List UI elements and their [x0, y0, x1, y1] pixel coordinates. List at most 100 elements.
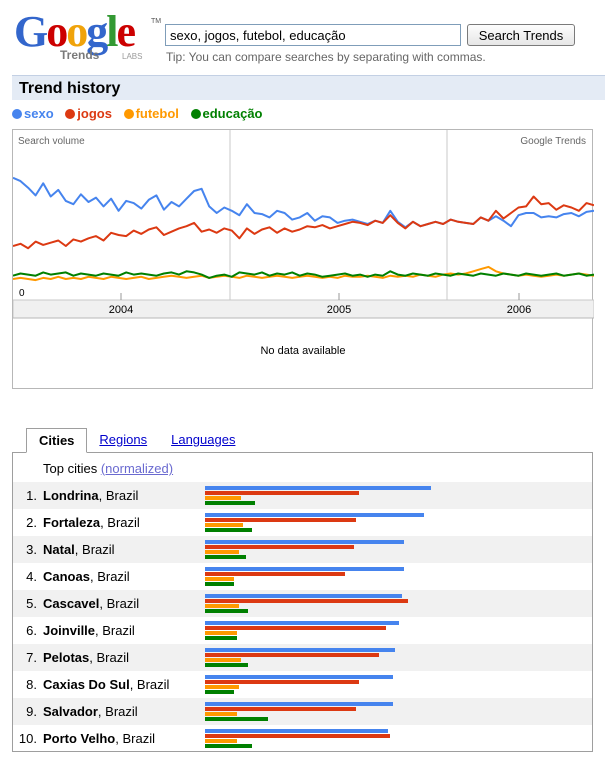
search-input[interactable] — [165, 24, 461, 46]
top-cities-label: Top cities — [43, 461, 98, 476]
city-row: 8. Caxias Do Sul, Brazil — [13, 671, 592, 698]
city-bar-futebol — [205, 604, 239, 608]
city-name[interactable]: Porto Velho, Brazil — [43, 731, 155, 746]
city-rank: 8. — [26, 677, 37, 692]
city-rank: 1. — [26, 488, 37, 503]
city-bar-jogos — [205, 734, 390, 738]
city-bars — [205, 702, 575, 723]
city-bars — [205, 540, 575, 561]
city-name[interactable]: Canoas, Brazil — [43, 569, 130, 584]
city-row: 1. Londrina, Brazil — [13, 482, 592, 509]
city-bar-sexo — [205, 648, 395, 652]
trend-history-header: Trend history — [12, 75, 605, 100]
city-country: , Brazil — [99, 596, 140, 611]
city-bar-jogos — [205, 599, 408, 603]
city-name-bold: Pelotas — [43, 650, 90, 665]
city-rank: 9. — [26, 704, 37, 719]
city-bar-educacao — [205, 717, 268, 721]
legend-label: sexo — [24, 106, 54, 121]
city-country: , Brazil — [74, 542, 115, 557]
legend-item-jogos: jogos — [65, 106, 112, 121]
chart-watermark: Google Trends — [520, 136, 586, 147]
city-bar-educacao — [205, 636, 237, 640]
legend-dot-icon — [12, 109, 22, 119]
legend-label: futebol — [135, 106, 179, 121]
city-bar-educacao — [205, 744, 252, 748]
city-bar-futebol — [205, 631, 237, 635]
x-tick-label: 2004 — [109, 304, 133, 316]
city-bar-educacao — [205, 582, 234, 586]
tab-regions[interactable]: Regions — [99, 432, 148, 447]
city-country: , Brazil — [129, 677, 170, 692]
city-name[interactable]: Caxias Do Sul, Brazil — [43, 677, 169, 692]
city-country: , Brazil — [100, 515, 140, 530]
city-bars — [205, 486, 575, 507]
city-name[interactable]: Fortaleza, Brazil — [43, 515, 140, 530]
legend-dot-icon — [190, 109, 201, 119]
legend-item-sexo: sexo — [12, 106, 54, 121]
legend-dot-icon — [65, 109, 76, 119]
city-row: 2. Fortaleza, Brazil — [13, 509, 592, 536]
city-row: 6. Joinville, Brazil — [13, 617, 592, 644]
city-rank: 10. — [18, 731, 37, 746]
location-tabs: Cities Regions Languages — [26, 428, 247, 453]
city-bar-educacao — [205, 663, 248, 667]
city-rank: 4. — [26, 569, 37, 584]
legend-item-futebol: futebol — [123, 106, 179, 121]
city-bar-educacao — [205, 609, 248, 613]
city-bar-futebol — [205, 577, 234, 581]
search-trends-button[interactable]: Search Trends — [467, 24, 575, 46]
city-rank: 6. — [26, 623, 37, 638]
city-bar-jogos — [205, 626, 386, 630]
series-line-educação — [13, 270, 594, 279]
city-bar-futebol — [205, 739, 237, 743]
y-zero-label: 0 — [19, 288, 25, 299]
city-bar-jogos — [205, 545, 354, 549]
city-country: , Brazil — [98, 488, 139, 503]
city-bar-futebol — [205, 712, 237, 716]
city-bar-educacao — [205, 555, 246, 559]
y-axis-label: Search volume — [18, 136, 85, 147]
city-row: 4. Canoas, Brazil — [13, 563, 592, 590]
city-bar-futebol — [205, 685, 239, 689]
normalized-link[interactable]: (normalized) — [100, 461, 174, 476]
city-bar-futebol — [205, 550, 239, 554]
city-rank: 2. — [26, 515, 37, 530]
x-tick-label: 2005 — [327, 304, 351, 316]
city-bar-jogos — [205, 518, 356, 522]
search-tip: Tip: You can compare searches by separat… — [166, 50, 486, 64]
city-bars — [205, 621, 575, 642]
legend-dot-icon — [123, 109, 134, 119]
news-no-data-text: No data available — [260, 345, 345, 357]
city-name[interactable]: Pelotas, Brazil — [43, 650, 129, 665]
city-bars — [205, 594, 575, 615]
city-bar-sexo — [205, 702, 393, 706]
city-bar-sexo — [205, 729, 388, 733]
city-bar-jogos — [205, 491, 359, 495]
city-bars — [205, 567, 575, 588]
city-bars — [205, 675, 575, 696]
logo-tm-text: TM — [151, 18, 162, 25]
city-bar-sexo — [205, 621, 399, 625]
city-name[interactable]: Londrina, Brazil — [43, 488, 138, 503]
city-bar-sexo — [205, 594, 402, 598]
city-name[interactable]: Cascavel, Brazil — [43, 596, 139, 611]
city-name-bold: Canoas — [43, 569, 90, 584]
city-bar-educacao — [205, 690, 234, 694]
tab-languages[interactable]: Languages — [171, 432, 236, 447]
trend-history-title: Trend history — [19, 80, 121, 97]
city-rank: 5. — [26, 596, 37, 611]
city-country: , Brazil — [89, 569, 130, 584]
tab-cities[interactable]: Cities — [26, 428, 88, 453]
city-name-bold: Londrina — [43, 488, 99, 503]
city-bar-sexo — [205, 513, 424, 517]
city-name[interactable]: Joinville, Brazil — [43, 623, 135, 638]
x-tick-label: 2006 — [507, 304, 531, 316]
city-bar-sexo — [205, 540, 404, 544]
city-name-bold: Fortaleza — [43, 515, 101, 530]
city-name[interactable]: Natal, Brazil — [43, 542, 115, 557]
google-trends-logo[interactable]: Google Trends LABS TM — [14, 8, 161, 64]
city-bar-sexo — [205, 567, 404, 571]
city-name[interactable]: Salvador, Brazil — [43, 704, 138, 719]
trend-chart[interactable]: Search volume Google Trends 0 2004 2005 2006 N… — [12, 129, 594, 389]
